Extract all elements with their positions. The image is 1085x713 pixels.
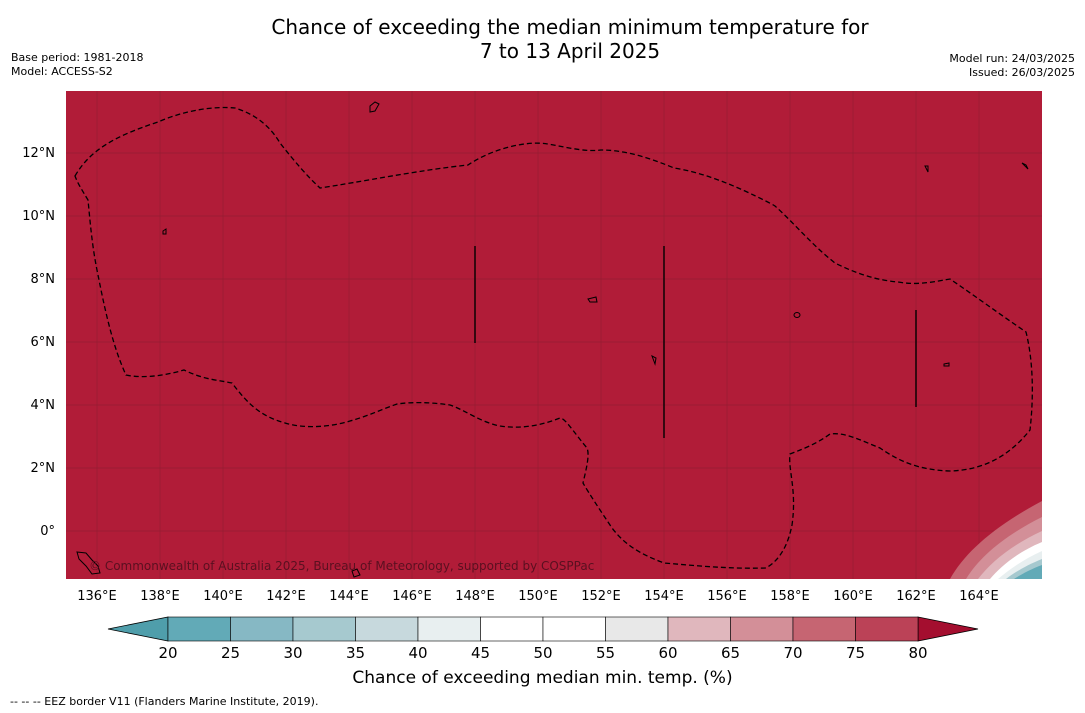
lat-label: 10°N [22, 209, 55, 224]
copyright-text: © Commonwealth of Australia 2025, Bureau… [89, 559, 594, 573]
model-run-text: Model run: 24/03/2025 [949, 52, 1075, 65]
colorbar-segment [417, 616, 481, 642]
colorbar-tick-label: 40 [408, 644, 427, 662]
colorbar: 20 25 30 35 40 45 50 55 60 65 70 75 80 [107, 616, 979, 662]
southeast-contour-fill [950, 501, 1042, 579]
islands [76, 101, 1029, 578]
longitude-labels: 136°E 138°E 140°E 142°E 144°E 146°E 148°… [77, 589, 999, 604]
lon-label: 154°E [644, 589, 684, 604]
colorbar-tick-label: 35 [346, 644, 365, 662]
colorbar-tick-label: 60 [658, 644, 677, 662]
title-line-2: 7 to 13 April 2025 [479, 39, 661, 63]
lat-label: 6°N [31, 335, 56, 350]
colorbar-segment [542, 616, 606, 642]
lon-label: 142°E [266, 589, 306, 604]
colorbar-tick-label: 80 [908, 644, 927, 662]
colorbar-segment [792, 616, 856, 642]
colorbar-segment [355, 616, 419, 642]
graticule [66, 91, 1042, 579]
colorbar-segment [730, 616, 794, 642]
lat-label: 12°N [22, 146, 55, 161]
colorbar-low-extension [107, 616, 169, 642]
lat-label: 8°N [31, 272, 56, 287]
lon-label: 158°E [770, 589, 810, 604]
lat-label: 4°N [31, 398, 56, 413]
base-period-text: Base period: 1981-2018 [11, 51, 144, 64]
colorbar-tick-label: 45 [471, 644, 490, 662]
lon-label: 146°E [392, 589, 432, 604]
colorbar-segment [292, 616, 356, 642]
lat-label: 2°N [31, 461, 56, 476]
lon-label: 164°E [959, 589, 999, 604]
colorbar-segment [480, 616, 544, 642]
lon-label: 150°E [518, 589, 558, 604]
colorbar-tick-label: 55 [596, 644, 615, 662]
lon-label: 138°E [140, 589, 180, 604]
map-background [66, 91, 1042, 579]
lon-label: 156°E [707, 589, 747, 604]
lon-label: 162°E [896, 589, 936, 604]
colorbar-tick-label: 20 [158, 644, 177, 662]
lon-label: 148°E [455, 589, 495, 604]
colorbar-segment [855, 616, 919, 642]
colorbar-segment [605, 616, 669, 642]
eez-border [74, 106, 1033, 569]
lon-label: 140°E [203, 589, 243, 604]
colorbar-tick-label: 75 [846, 644, 865, 662]
colorbar-segment [667, 616, 731, 642]
colorbar-tick-label: 25 [221, 644, 240, 662]
lon-label: 136°E [77, 589, 117, 604]
lat-label: 0° [40, 524, 55, 539]
colorbar-tick-label: 65 [721, 644, 740, 662]
colorbar-tick-label: 70 [783, 644, 802, 662]
eez-legend-note: -- -- -- EEZ border V11 (Flanders Marine… [10, 695, 319, 708]
colorbar-title: Chance of exceeding median min. temp. (%… [352, 668, 733, 688]
title-line-1: Chance of exceeding the median minimum t… [271, 15, 869, 39]
lon-label: 160°E [833, 589, 873, 604]
issued-text: Issued: 26/03/2025 [968, 66, 1075, 79]
model-text: Model: ACCESS-S2 [11, 65, 113, 78]
colorbar-high-extension [917, 616, 979, 642]
colorbar-tick-label: 30 [283, 644, 302, 662]
lon-label: 144°E [329, 589, 369, 604]
colorbar-segment [167, 616, 231, 642]
latitude-labels: 12°N 10°N 8°N 6°N 4°N 2°N 0° [22, 146, 55, 539]
lon-label: 152°E [581, 589, 621, 604]
colorbar-tick-label: 50 [533, 644, 552, 662]
colorbar-segment [230, 616, 294, 642]
